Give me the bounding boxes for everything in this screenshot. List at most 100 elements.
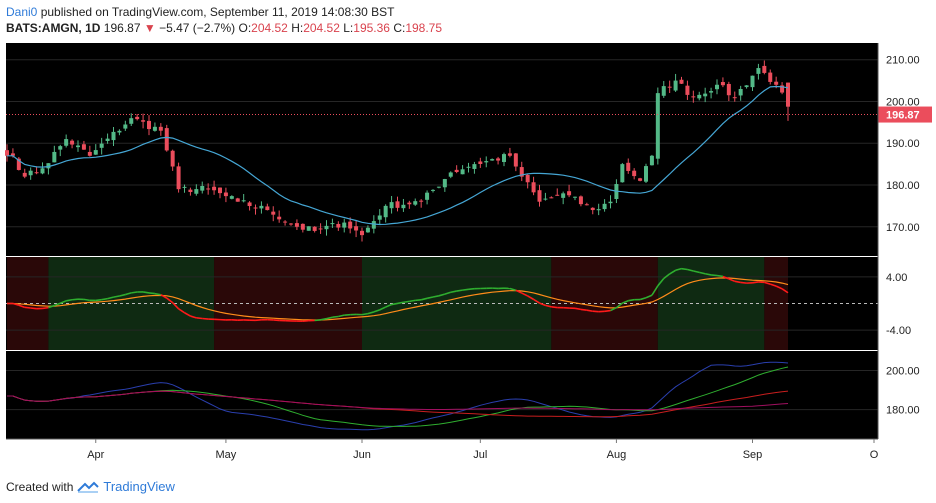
candle [324, 225, 329, 230]
oscillator-segment [42, 306, 49, 310]
candle [649, 155, 654, 166]
last-price: 196.87 [103, 21, 141, 35]
oscillator-segment [391, 302, 398, 306]
high-label: H: [291, 21, 304, 35]
tradingview-link[interactable]: TradingView [103, 479, 175, 494]
time-tick-label: O [870, 449, 879, 461]
candle [632, 170, 637, 177]
candle [76, 145, 80, 148]
oscillator-segment [615, 302, 623, 309]
candle [407, 202, 412, 205]
oscillator-segment [539, 302, 546, 307]
oscillator-segment [367, 311, 375, 315]
moving-average-pane[interactable] [6, 351, 878, 439]
candle [16, 158, 21, 170]
candle [697, 94, 702, 99]
candle [561, 193, 566, 198]
candle [158, 126, 163, 131]
candle [176, 166, 181, 190]
candle [644, 166, 648, 182]
candle [419, 200, 424, 202]
candle [715, 84, 719, 90]
oscillator-segment [610, 306, 617, 312]
candle [58, 146, 63, 150]
oscillator-segment [12, 302, 20, 307]
candle [454, 169, 459, 173]
candle [318, 228, 323, 230]
candle [531, 182, 536, 193]
oscillator-segment [769, 283, 777, 287]
candle [81, 144, 86, 150]
candle [472, 164, 477, 169]
candle [620, 164, 625, 183]
candle [283, 221, 288, 223]
oscillator-segment [651, 285, 659, 296]
oscillator-segment [622, 299, 629, 304]
candle [229, 196, 234, 199]
candle [626, 162, 631, 171]
candle [123, 124, 128, 129]
oscillator-segment [545, 304, 552, 308]
oscillator-segment [628, 298, 635, 302]
candle [265, 206, 270, 211]
oscillator-segment [320, 317, 327, 321]
candle [348, 221, 353, 229]
ma-tick-label: 180.00 [886, 405, 920, 417]
oscillator-segment [166, 297, 174, 304]
candle [111, 131, 116, 141]
oscillator-segment [604, 309, 611, 313]
oscillator-segment [385, 303, 392, 308]
oscillator-segment [722, 275, 730, 280]
candle [425, 192, 430, 200]
candle [703, 93, 708, 97]
ma-tick-label: 200.00 [886, 366, 920, 378]
candle [431, 189, 435, 191]
candle [395, 201, 400, 208]
oscillator-segment [379, 306, 387, 311]
author-link[interactable]: Dani0 [6, 5, 38, 19]
candle [46, 163, 51, 169]
candle [608, 201, 613, 204]
close-value: 198.75 [405, 21, 443, 35]
candle [525, 174, 530, 183]
candle [194, 189, 199, 194]
candle [342, 222, 347, 228]
oscillator-segment [675, 267, 682, 272]
oscillator-segment [438, 293, 446, 297]
oscillator-segment [24, 306, 31, 309]
candle [555, 194, 560, 196]
candle [164, 128, 169, 151]
candle [578, 196, 583, 205]
candle [105, 138, 110, 141]
candle [567, 191, 572, 196]
oscillator-segment [456, 289, 463, 292]
oscillator-segment [551, 306, 558, 309]
oscillator-segment [178, 308, 185, 314]
oscillator-tick-label: -4.00 [886, 325, 911, 337]
oscillator-segment [72, 298, 79, 301]
oscillator-segment [83, 298, 90, 302]
candle [436, 186, 441, 188]
candle [300, 223, 305, 230]
created-with-text: Created with [6, 479, 74, 494]
oscillator-segment [462, 288, 469, 291]
candle [141, 120, 146, 122]
footer: Created with TradingView [6, 479, 175, 494]
oscillator-segment [705, 272, 712, 276]
candle [70, 140, 75, 145]
symbol-label: BATS:AMGN, 1D [6, 21, 101, 35]
oscillator-pane[interactable] [6, 257, 878, 350]
candle [448, 172, 453, 177]
candle [401, 204, 406, 209]
price-tick-label: 200.00 [886, 96, 920, 108]
oscillator-segment [592, 310, 599, 313]
oscillator-segment [764, 281, 771, 285]
candle [573, 196, 577, 198]
oscillator-segment [397, 301, 404, 305]
price-pane[interactable] [5, 43, 878, 256]
candle [596, 209, 601, 211]
candle [87, 151, 92, 156]
ohlc-line: BATS:AMGN, 1D 196.87 ▼ −5.47 (−2.7%) O:2… [6, 20, 442, 36]
candle [354, 226, 359, 231]
